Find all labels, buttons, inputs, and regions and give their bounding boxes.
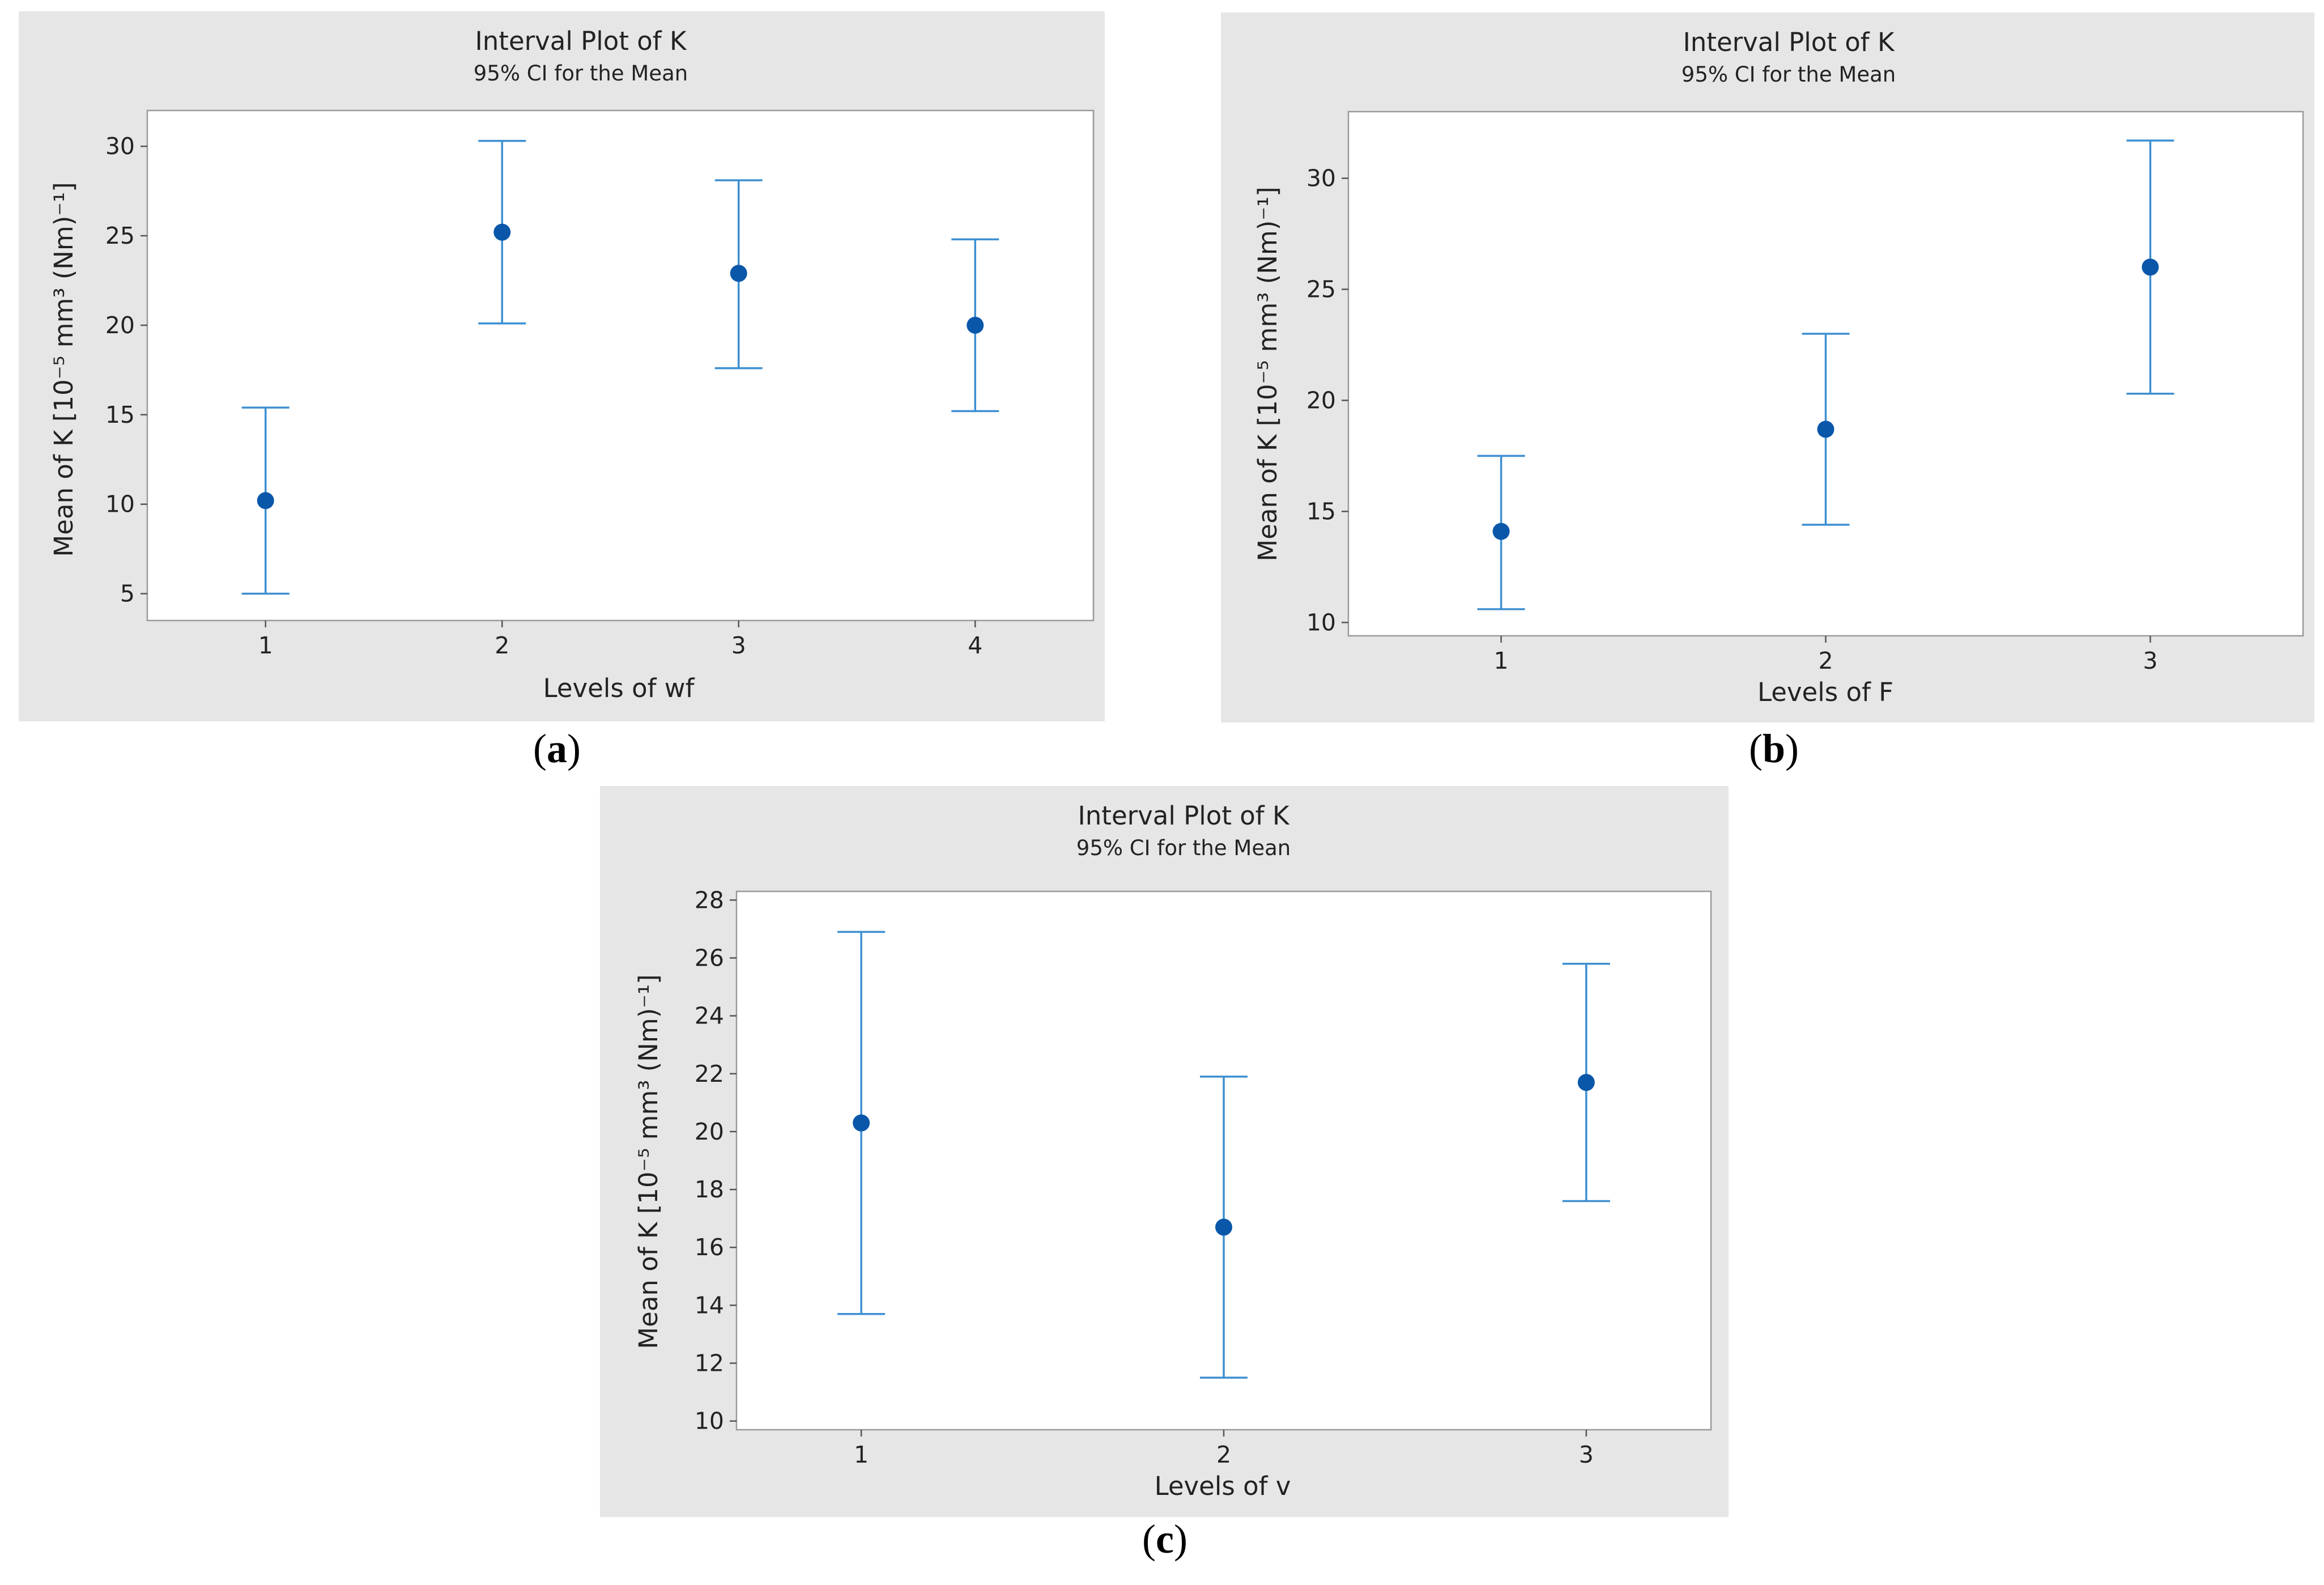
y-tick-label: 10 bbox=[105, 491, 135, 518]
chart-subtitle: 95% CI for the Mean bbox=[1076, 836, 1291, 860]
y-tick-label: 28 bbox=[695, 886, 724, 913]
x-tick-label: 2 bbox=[1818, 647, 1833, 674]
y-tick-label: 20 bbox=[105, 312, 135, 339]
ci-interval-3 bbox=[2126, 139, 2174, 395]
x-tick-label: 1 bbox=[1494, 647, 1509, 674]
mean-point bbox=[730, 265, 747, 282]
ci-interval-1 bbox=[241, 406, 290, 595]
y-axis-label: Mean of K [10⁻⁵ mm³ (Nm)⁻¹] bbox=[1253, 186, 1283, 561]
x-tick-label: 4 bbox=[968, 632, 982, 659]
mean-point bbox=[853, 1114, 870, 1132]
x-axis-label: Levels of wf bbox=[543, 673, 695, 703]
x-axis-label: Levels of v bbox=[1155, 1471, 1291, 1501]
y-tick-label: 18 bbox=[695, 1176, 724, 1203]
y-tick-label: 16 bbox=[695, 1234, 724, 1261]
ci-interval-2 bbox=[1802, 333, 1850, 526]
y-axis-label: Mean of K [10⁻⁵ mm³ (Nm)⁻¹] bbox=[49, 182, 79, 556]
mean-point bbox=[257, 492, 274, 509]
y-tick-label: 20 bbox=[1306, 387, 1336, 414]
ci-interval-3 bbox=[1562, 962, 1610, 1202]
y-tick-label: 15 bbox=[105, 401, 135, 428]
interval-chart-c: Interval Plot of K 95% CI for the Mean 10 1… bbox=[600, 786, 1729, 1562]
x-tick-label: 3 bbox=[731, 632, 746, 659]
y-tick-label: 10 bbox=[1306, 609, 1336, 636]
chart-title: Interval Plot of K bbox=[1683, 27, 1895, 57]
y-tick-label: 26 bbox=[695, 944, 724, 971]
ci-interval-3 bbox=[714, 179, 763, 369]
mean-point bbox=[1817, 420, 1834, 438]
y-tick-label: 12 bbox=[695, 1350, 724, 1377]
mean-point bbox=[493, 223, 511, 241]
x-tick-label: 1 bbox=[258, 632, 273, 659]
mean-point bbox=[967, 316, 984, 334]
plot-area bbox=[146, 109, 1095, 622]
ci-interval-1 bbox=[1477, 454, 1525, 610]
panel-label: (a) bbox=[533, 726, 581, 771]
mean-point bbox=[1215, 1218, 1232, 1236]
y-tick-label: 5 bbox=[120, 580, 135, 607]
y-tick-label: 15 bbox=[1306, 498, 1336, 525]
ci-interval-2 bbox=[478, 139, 526, 325]
interval-chart-b: Interval Plot of K 95% CI for the Mean 10 1… bbox=[1221, 12, 2314, 771]
chart-subtitle: 95% CI for the Mean bbox=[474, 61, 688, 86]
panel-letter: a bbox=[547, 726, 567, 771]
x-tick-label: 2 bbox=[495, 632, 509, 659]
y-tick-label: 14 bbox=[695, 1291, 724, 1319]
x-tick-label: 3 bbox=[1579, 1441, 1594, 1468]
panel-label: (c) bbox=[1142, 1516, 1187, 1562]
x-tick-label: 1 bbox=[854, 1441, 869, 1468]
interval-chart-a: Interval Plot of K 95% CI for the Mean 5 10… bbox=[19, 11, 1105, 771]
chart-title: Interval Plot of K bbox=[1078, 801, 1290, 831]
y-tick-label: 25 bbox=[1306, 276, 1336, 303]
x-tick-label: 3 bbox=[2143, 647, 2157, 674]
y-tick-label: 24 bbox=[695, 1002, 724, 1030]
panel-label: (b) bbox=[1749, 726, 1799, 771]
panel-letter: b bbox=[1763, 726, 1785, 771]
x-tick-label: 2 bbox=[1216, 1441, 1231, 1468]
panel-letter: c bbox=[1156, 1516, 1174, 1562]
mean-point bbox=[1492, 522, 1510, 540]
mean-point bbox=[1577, 1074, 1595, 1091]
y-axis-label: Mean of K [10⁻⁵ mm³ (Nm)⁻¹] bbox=[633, 974, 663, 1349]
y-tick-label: 22 bbox=[695, 1060, 724, 1087]
ci-interval-1 bbox=[837, 930, 886, 1315]
y-tick-label: 10 bbox=[695, 1408, 724, 1435]
y-tick-label: 20 bbox=[695, 1118, 724, 1145]
y-tick-label: 30 bbox=[105, 133, 135, 160]
chart-title: Interval Plot of K bbox=[475, 26, 687, 56]
ci-interval-4 bbox=[951, 238, 999, 413]
y-tick-label: 25 bbox=[105, 222, 135, 249]
mean-point bbox=[2142, 258, 2159, 276]
x-axis-label: Levels of F bbox=[1757, 677, 1893, 707]
ci-interval-2 bbox=[1200, 1076, 1248, 1379]
y-tick-label: 30 bbox=[1306, 165, 1336, 192]
chart-subtitle: 95% CI for the Mean bbox=[1682, 62, 1896, 87]
